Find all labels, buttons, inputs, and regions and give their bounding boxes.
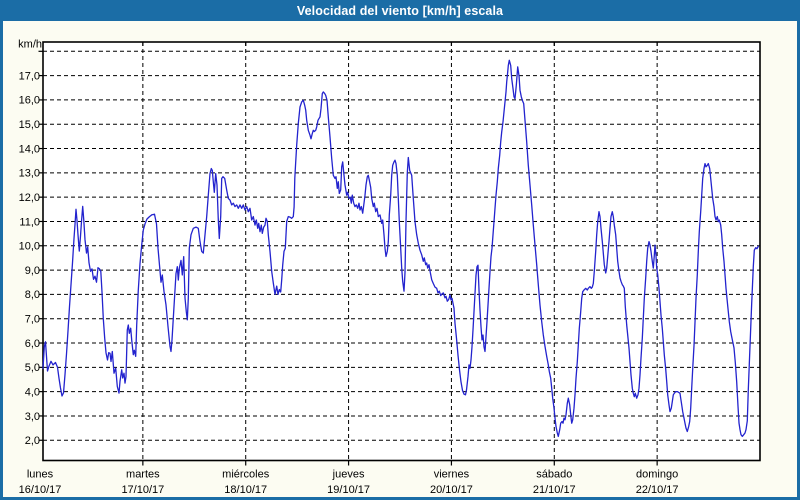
chart-content-area [3,21,797,497]
chart-title: Velocidad del viento [km/h] escala [296,3,504,18]
title-bar: Velocidad del viento [km/h] escala [0,0,800,21]
